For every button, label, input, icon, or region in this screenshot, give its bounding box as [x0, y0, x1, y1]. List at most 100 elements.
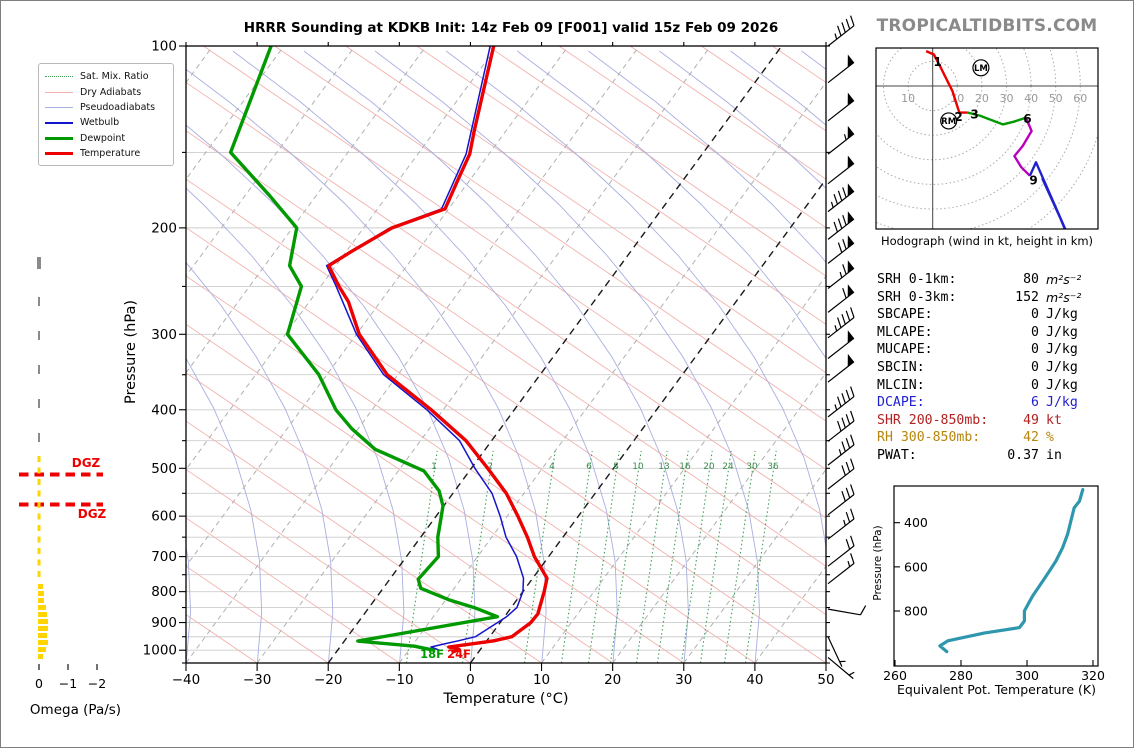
wetbulb-curve — [325, 46, 525, 651]
wind-barb — [827, 54, 855, 84]
legend-label: Temperature — [80, 148, 141, 160]
legend-item-temperature: Temperature — [45, 146, 167, 161]
svg-text:16: 16 — [679, 462, 691, 472]
wind-barb — [827, 410, 855, 442]
stat-row: SRH 0-1km: 80 m²s⁻² — [877, 271, 1095, 289]
omega-axis-label: Omega (Pa/s) — [29, 702, 122, 718]
wind-barb — [827, 92, 855, 122]
watermark-logo: TROPICALTIDBITS.COM — [876, 16, 1098, 36]
svg-text:0: 0 — [466, 672, 475, 688]
svg-text:200: 200 — [151, 220, 177, 236]
legend-item-dry: Dry Adiabats — [45, 84, 167, 99]
svg-text:9: 9 — [1029, 174, 1037, 188]
svg-text:8: 8 — [613, 462, 619, 472]
svg-text:10: 10 — [632, 462, 644, 472]
wind-barb — [827, 553, 855, 585]
stats-panel: SRH 0-1km: 80 m²s⁻² SRH 0-3km: 152 m²s⁻² SBCAP… — [877, 271, 1095, 465]
svg-text:300: 300 — [1015, 668, 1039, 683]
stat-row: SBCIN: 0 J/kg — [877, 359, 1095, 377]
svg-text:−40: −40 — [172, 672, 201, 688]
skewt-background — [186, 46, 826, 663]
svg-text:1: 1 — [431, 462, 437, 472]
stat-unit: J/kg — [1046, 359, 1078, 375]
wind-barb — [827, 211, 855, 240]
legend-swatch-dry — [45, 91, 73, 93]
svg-text:320: 320 — [1081, 668, 1105, 683]
svg-text:3: 3 — [970, 107, 978, 121]
svg-text:2: 2 — [487, 462, 493, 472]
omega-panel: 0 −1 −2 — [35, 257, 106, 691]
svg-text:900: 900 — [151, 615, 177, 631]
svg-text:20: 20 — [703, 462, 715, 472]
dgz-lines — [19, 472, 103, 507]
theta-e-panel: 400 600 800 260 280 300 320 — [883, 485, 1105, 683]
stat-value: 0 — [1031, 342, 1039, 358]
dgz-label-top: DGZ — [71, 456, 101, 470]
svg-text:40: 40 — [746, 672, 763, 688]
stat-unit: J/kg — [1046, 307, 1078, 323]
svg-text:30: 30 — [746, 462, 758, 472]
sounding-curves — [228, 46, 549, 654]
svg-text:10: 10 — [533, 672, 550, 688]
stat-label: SBCAPE: — [877, 307, 933, 323]
wind-barb — [827, 260, 855, 289]
svg-text:800: 800 — [151, 584, 177, 600]
svg-text:40: 40 — [1024, 92, 1038, 105]
temperature-axis-label: Temperature (°C) — [443, 691, 569, 707]
stat-row: RH 300-850mb: 42% — [877, 429, 1095, 447]
svg-text:1: 1 — [933, 55, 941, 69]
legend-item-pseudo: Pseudoadiabats — [45, 100, 167, 115]
svg-text:260: 260 — [883, 668, 907, 683]
stat-value: 0.37 — [1007, 447, 1039, 463]
svg-text:50: 50 — [1049, 92, 1063, 105]
wind-barb — [827, 330, 855, 359]
svg-text:−2: −2 — [88, 676, 106, 691]
temperature-curve — [327, 46, 549, 654]
legend-swatch-mixratio — [45, 76, 73, 78]
svg-text:0: 0 — [35, 676, 43, 691]
wind-barb — [827, 656, 855, 680]
theta-e-pressure-label: Pressure (hPa) — [872, 525, 884, 601]
storm-motion-rm: RM — [940, 112, 958, 130]
svg-text:−20: −20 — [314, 672, 343, 688]
stat-value: 0 — [1031, 377, 1039, 393]
stat-value: 152 — [1015, 289, 1039, 305]
legend-label: Dewpoint — [80, 132, 126, 144]
stat-unit: % — [1046, 430, 1054, 446]
stat-label: RH 300-850mb: — [877, 430, 981, 446]
stat-row: SHR 200-850mb: 49 kt — [877, 412, 1095, 430]
stat-row: SRH 0-3km: 152 m²s⁻² — [877, 289, 1095, 307]
wind-barb-column — [827, 15, 867, 680]
svg-text:10: 10 — [901, 92, 915, 105]
legend-swatch-temperature — [45, 152, 73, 156]
stat-label: PWAT: — [877, 447, 917, 463]
svg-text:LM: LM — [974, 64, 988, 74]
stat-unit: in — [1046, 447, 1062, 463]
theta-e-curve — [938, 488, 1085, 654]
svg-text:−1: −1 — [59, 676, 77, 691]
stat-value: 0 — [1031, 359, 1039, 375]
stat-row: DCAPE: 6 J/kg — [877, 394, 1095, 412]
svg-text:100: 100 — [151, 39, 177, 55]
stat-value: 0 — [1031, 307, 1039, 323]
wind-barb — [827, 353, 855, 383]
stat-row: MLCIN: 0 J/kg — [877, 377, 1095, 395]
hodograph-trace-magenta — [1013, 117, 1033, 177]
svg-text:−10: −10 — [385, 672, 414, 688]
svg-text:300: 300 — [151, 327, 177, 343]
stat-label: SHR 200-850mb: — [877, 412, 989, 428]
svg-text:30: 30 — [1000, 92, 1014, 105]
legend-item-mixratio: Sat. Mix. Ratio — [45, 69, 167, 84]
storm-motion-lm: LM — [972, 59, 990, 77]
svg-text:600: 600 — [151, 509, 177, 525]
svg-text:6: 6 — [1023, 112, 1031, 126]
mixing-ratio-lines: 1 2 4 6 8 10 13 16 20 24 30 36 — [405, 450, 779, 663]
stat-label: SRH 0-1km: — [877, 272, 957, 287]
surface-temperature-label: 24F — [447, 647, 471, 661]
legend-item-wetbulb: Wetbulb — [45, 115, 167, 130]
dewpoint-curve — [228, 46, 500, 652]
wind-barb — [827, 386, 855, 418]
